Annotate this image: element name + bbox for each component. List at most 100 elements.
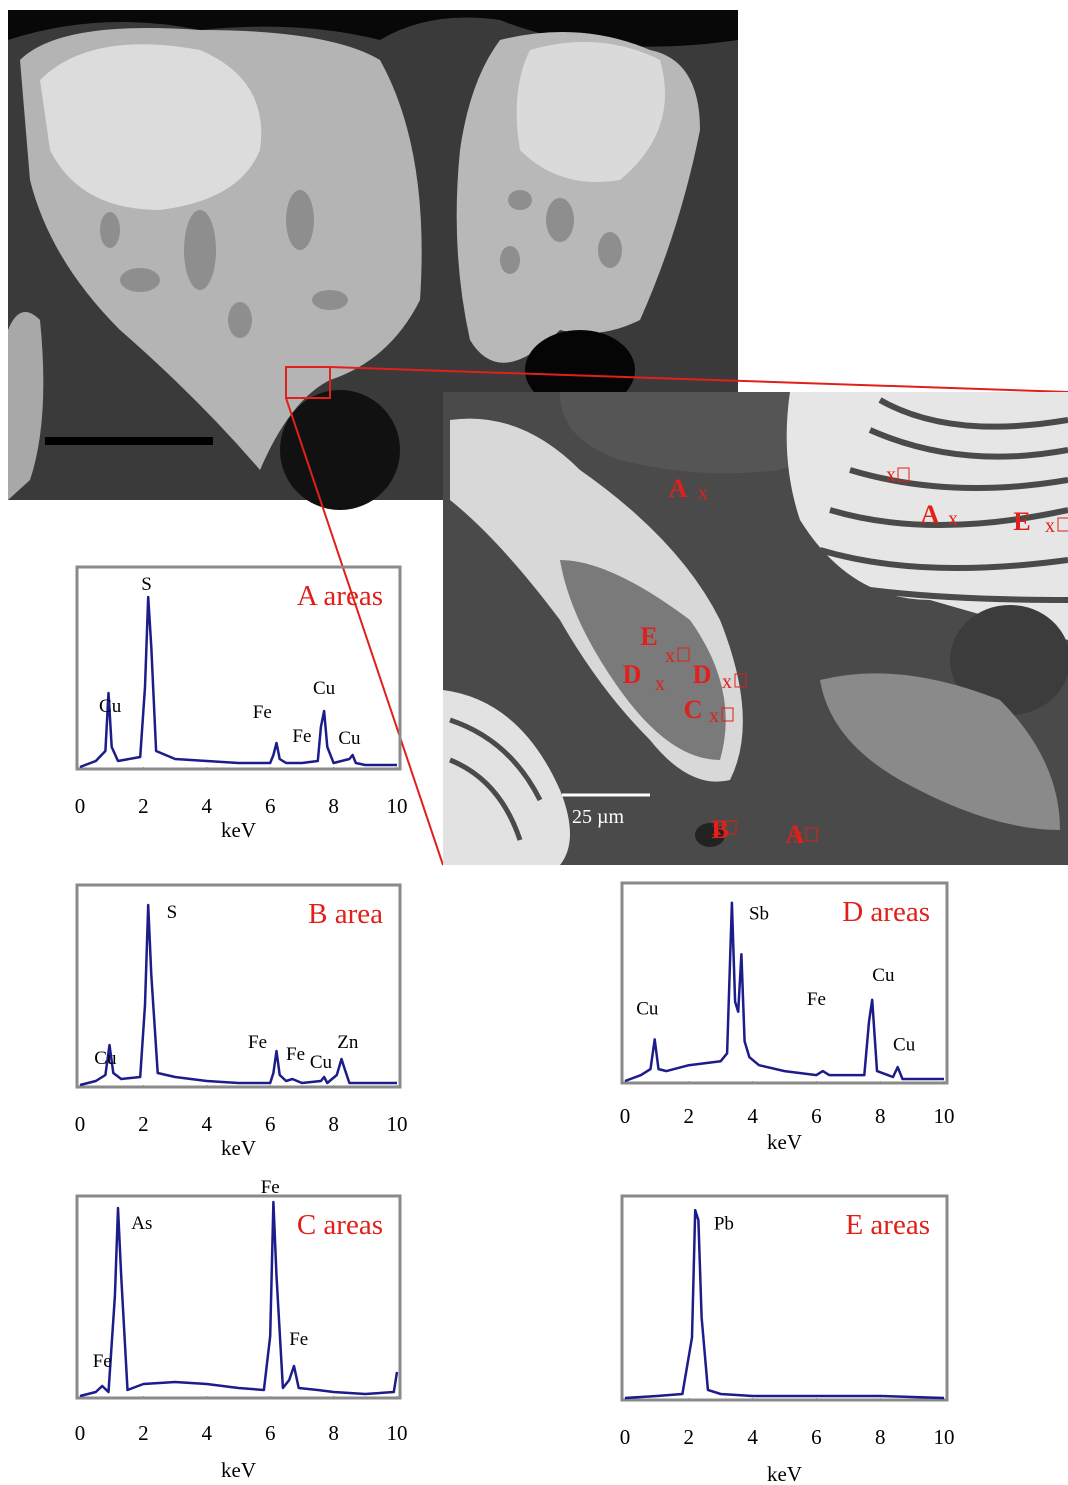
marker-symbol: x [709,705,719,727]
peak-label: Fe [286,1044,305,1065]
spectrum-chart: A areas 0 2 4 6 8 10 keV S Cu Fe Cu Fe Cu [75,565,408,842]
peak-label: Fe [292,726,311,747]
x-tick-label: 4 [202,794,213,818]
peak-label: Pb [714,1213,734,1234]
x-tick-label: 2 [138,794,149,818]
spectrum-line [79,1200,399,1398]
spectrum-line [79,595,397,769]
marker-symbol: x [665,645,675,667]
marker-letter: A [921,500,940,529]
marker-letter: D [693,660,712,689]
peak-label: Fe [248,1032,267,1053]
peak-label: Fe [807,989,826,1010]
marker-letter: E [1013,507,1030,536]
peak-label: Cu [99,696,122,717]
x-tick-label: 0 [620,1104,631,1128]
x-tick-label: 6 [265,794,276,818]
marker-symbol: x [948,508,958,530]
x-axis-label: keV [221,1458,256,1482]
x-tick-label: 6 [265,1421,276,1445]
x-tick-label: 10 [934,1104,955,1128]
peak-label: Cu [893,1034,916,1055]
overview-micrograph [8,10,1068,866]
peak-label: Fe [253,702,272,723]
peak-label: Fe [289,1329,308,1350]
spectrum-line [79,903,397,1087]
x-tick-label: 8 [875,1104,886,1128]
x-tick-label: 4 [202,1421,213,1445]
peak-label: Fe [261,1177,280,1198]
marker-box [897,467,910,482]
x-axis-label: keV [221,1136,256,1160]
x-tick-label: 2 [138,1112,149,1136]
chart-title: E areas [845,1209,930,1241]
chart-title: C areas [297,1209,383,1241]
chart-title: A areas [297,580,383,612]
peak-label: As [131,1213,152,1234]
marker-symbol: x [1045,515,1055,537]
spectrum-chart: C areas 0 2 4 6 8 10 keV As Fe Fe Fe [75,1177,408,1482]
marker-letter: D [623,660,642,689]
x-tick-label: 0 [75,1112,86,1136]
peak-label: Cu [94,1048,117,1069]
spectrum-line [624,901,944,1083]
x-tick-label: 4 [747,1425,758,1449]
marker-box [721,707,734,722]
x-tick-label: 6 [811,1425,822,1449]
plot-frame [620,881,949,1085]
peak-label: S [141,574,152,595]
marker-symbol: x [655,673,665,695]
x-tick-label: 6 [265,1112,276,1136]
peak-label: Fe [93,1351,112,1372]
spectrum-chart: D areas 0 2 4 6 8 10 keV Sb Cu Fe Cu Cu [620,881,955,1154]
spectrum-line [624,1208,945,1400]
marker-letter: A [786,820,805,849]
marker-letter: A [669,474,688,503]
x-tick-label: 6 [811,1104,822,1128]
marker-letter: B [711,815,728,844]
peak-label: Cu [872,965,895,986]
plot-frame [75,565,402,771]
x-tick-label: 8 [328,1112,339,1136]
x-tick-label: 10 [387,1112,408,1136]
marker-box [734,673,747,688]
marker-symbol: x [712,818,722,840]
x-tick-label: 8 [875,1425,886,1449]
x-tick-label: 2 [684,1104,695,1128]
peak-label: Sb [749,904,769,925]
x-tick-label: 10 [387,794,408,818]
scale-bar-label: 25 µm [572,806,625,828]
marker-symbol: x [793,825,803,847]
x-tick-label: 0 [75,794,86,818]
x-tick-label: 4 [202,1112,213,1136]
x-axis-label: keV [767,1462,802,1485]
marker-symbol: x [698,482,708,504]
marker-box [1057,517,1068,532]
x-axis-label: keV [767,1130,802,1154]
x-tick-label: 4 [747,1104,758,1128]
x-tick-label: 8 [328,1421,339,1445]
x-tick-label: 0 [75,1421,86,1445]
zoom-micrograph [443,392,1068,865]
marker-symbol: x [886,464,896,486]
x-tick-label: 0 [620,1425,631,1449]
x-tick-label: 8 [328,794,339,818]
peak-label: Zn [337,1032,359,1053]
peak-label: Cu [636,999,659,1020]
spectrum-chart: E areas 0 2 4 6 8 10 keV Pb [620,1194,955,1485]
plot-frame [75,1194,402,1400]
marker-box [724,820,737,835]
x-tick-label: 10 [387,1421,408,1445]
x-tick-label: 10 [934,1425,955,1449]
x-tick-label: 2 [684,1425,695,1449]
marker-box [677,647,690,662]
plot-frame [75,883,402,1089]
chart-title: B area [308,898,383,930]
x-tick-label: 2 [138,1421,149,1445]
peak-label: Cu [338,728,361,749]
peak-label: Cu [310,1052,333,1073]
x-axis-label: keV [221,818,256,842]
marker-symbol: x [722,671,732,693]
